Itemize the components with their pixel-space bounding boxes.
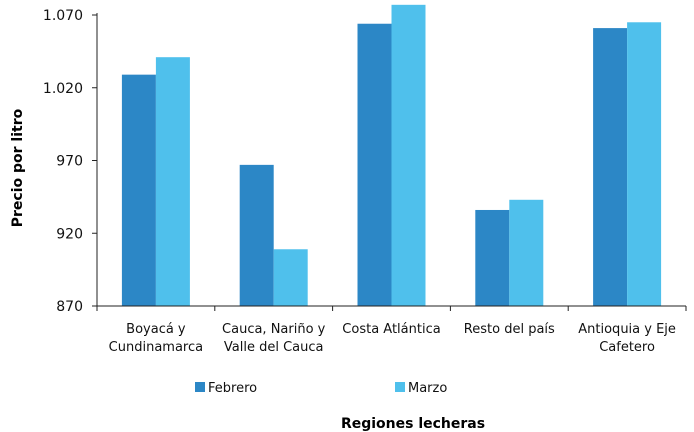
legend-swatch-febrero — [195, 382, 205, 392]
bar-marzo-4 — [509, 199, 544, 306]
y-tick-label: 1.070 — [43, 8, 83, 24]
bar-marzo-1 — [155, 57, 190, 306]
x-category-label: Cauca, Nariño y Valle del Cauca — [222, 322, 326, 355]
bar-marzo-5 — [627, 22, 662, 307]
legend: Febrero Marzo — [195, 381, 447, 396]
bar-febrero-3 — [357, 23, 392, 306]
y-axis-title: Precio por litro — [10, 108, 26, 227]
y-tick-label: 1.020 — [43, 81, 83, 97]
bar-febrero-1 — [121, 74, 156, 306]
legend-swatch-marzo — [395, 382, 405, 392]
legend-label-febrero: Febrero — [208, 381, 257, 396]
bar-febrero-4 — [475, 209, 510, 306]
bars-group — [121, 4, 662, 307]
bar-febrero-2 — [239, 164, 274, 306]
legend-label-marzo: Marzo — [408, 381, 447, 396]
x-category-label: Costa Atlántica — [342, 322, 440, 337]
y-tick-label: 920 — [56, 226, 83, 242]
y-axis: 870 920 970 1.020 1.070 — [43, 8, 98, 315]
y-tick-label: 870 — [56, 299, 83, 315]
x-category-label: Antioquia y Eje Cafetero — [578, 322, 676, 355]
x-axis-title: Regiones lecheras — [341, 416, 485, 432]
bar-marzo-3 — [391, 4, 426, 306]
x-category-label: Boyacá y Cundinamarca — [109, 322, 203, 355]
x-axis: Boyacá y Cundinamarca Cauca, Nariño y Valle… — [96, 305, 687, 355]
y-tick-label: 970 — [56, 154, 83, 170]
bar-marzo-2 — [273, 249, 308, 306]
bar-febrero-5 — [593, 28, 628, 306]
x-category-label: Resto del país — [464, 322, 555, 337]
